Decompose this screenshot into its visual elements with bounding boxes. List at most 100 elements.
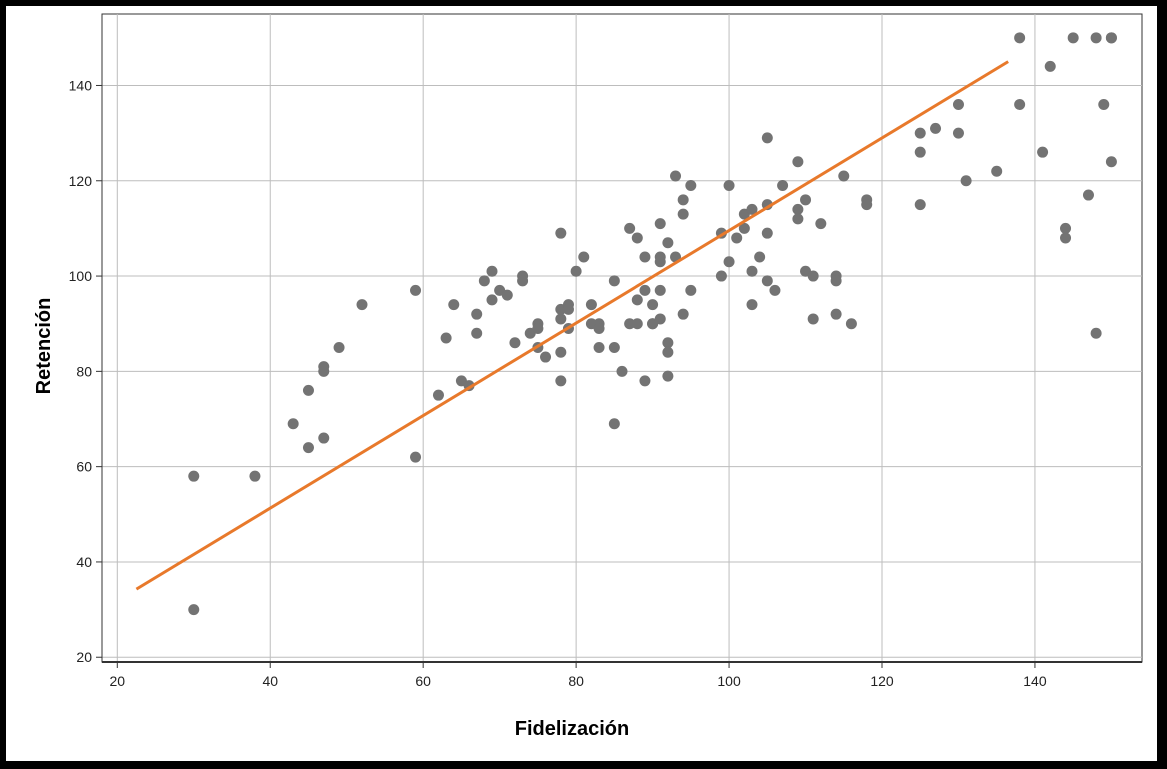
data-point [1067, 32, 1079, 44]
data-point [1090, 32, 1102, 44]
data-point [517, 275, 529, 287]
data-point [930, 122, 942, 134]
data-point [662, 346, 674, 358]
data-point [731, 232, 743, 244]
x-tick-label: 100 [717, 673, 741, 689]
data-point [960, 175, 972, 187]
data-point [631, 232, 643, 244]
data-point [914, 127, 926, 139]
data-point [555, 375, 567, 387]
data-point [1082, 189, 1094, 201]
data-point [570, 265, 582, 277]
data-point [952, 99, 964, 111]
data-point [1037, 146, 1049, 158]
data-point [639, 284, 651, 296]
x-tick-label: 40 [262, 673, 278, 689]
data-point [1014, 32, 1026, 44]
data-point [723, 180, 735, 192]
data-point [777, 180, 789, 192]
data-point [654, 284, 666, 296]
data-point [509, 337, 521, 349]
data-point [677, 308, 689, 320]
data-point [318, 432, 330, 444]
data-point [1105, 156, 1117, 168]
data-point [815, 218, 827, 230]
y-tick-label: 120 [69, 173, 93, 189]
x-tick-label: 20 [110, 673, 126, 689]
y-axis-title: Retención [33, 298, 55, 395]
data-point [670, 170, 682, 182]
data-point [471, 308, 483, 320]
data-point [1014, 99, 1026, 111]
data-point [1044, 60, 1056, 72]
data-point [532, 322, 544, 334]
data-point [1060, 232, 1072, 244]
data-point [624, 222, 636, 234]
data-point [356, 299, 368, 311]
y-tick-label: 40 [76, 554, 92, 570]
x-axis-title: Fidelización [515, 718, 629, 740]
data-point [188, 604, 200, 616]
data-point [410, 284, 422, 296]
data-point [1098, 99, 1110, 111]
x-tick-label: 140 [1023, 673, 1047, 689]
data-point [486, 294, 498, 306]
data-point [1060, 222, 1072, 234]
data-point [677, 208, 689, 220]
data-point [631, 318, 643, 330]
data-point [792, 203, 804, 215]
data-point [738, 222, 750, 234]
data-point [723, 256, 735, 268]
y-tick-label: 100 [69, 268, 93, 284]
data-point [662, 337, 674, 349]
data-point [478, 275, 490, 287]
data-point [662, 370, 674, 382]
data-point [654, 218, 666, 230]
y-tick-label: 60 [76, 459, 92, 475]
data-point [585, 299, 597, 311]
data-point [486, 265, 498, 277]
data-point [555, 227, 567, 239]
data-point [608, 275, 620, 287]
data-point [991, 165, 1003, 177]
data-point [631, 294, 643, 306]
y-tick-label: 20 [76, 649, 92, 665]
x-tick-label: 80 [568, 673, 584, 689]
y-tick-label: 80 [76, 363, 92, 379]
data-point [761, 275, 773, 287]
data-point [952, 127, 964, 139]
x-tick-label: 120 [870, 673, 894, 689]
data-point [746, 203, 758, 215]
data-point [654, 256, 666, 268]
data-point [845, 318, 857, 330]
data-point [555, 346, 567, 358]
data-point [318, 365, 330, 377]
data-point [302, 384, 314, 396]
data-point [1090, 327, 1102, 339]
data-point [249, 470, 261, 482]
data-point [807, 270, 819, 282]
data-point [608, 342, 620, 354]
data-point [639, 251, 651, 263]
data-point [188, 470, 200, 482]
data-point [761, 227, 773, 239]
fit-line [135, 60, 1009, 591]
data-point [861, 199, 873, 211]
data-point [746, 265, 758, 277]
data-point [593, 322, 605, 334]
data-point [761, 132, 773, 144]
data-point [1105, 32, 1117, 44]
data-point [677, 194, 689, 206]
data-point [769, 284, 781, 296]
data-point [830, 308, 842, 320]
data-point [662, 237, 674, 249]
data-point [501, 289, 513, 301]
data-point [914, 146, 926, 158]
data-point [647, 299, 659, 311]
plot-area [101, 13, 1143, 663]
data-point [654, 313, 666, 325]
data-point [830, 275, 842, 287]
x-tick-label: 60 [415, 673, 431, 689]
data-point [639, 375, 651, 387]
data-point [471, 327, 483, 339]
